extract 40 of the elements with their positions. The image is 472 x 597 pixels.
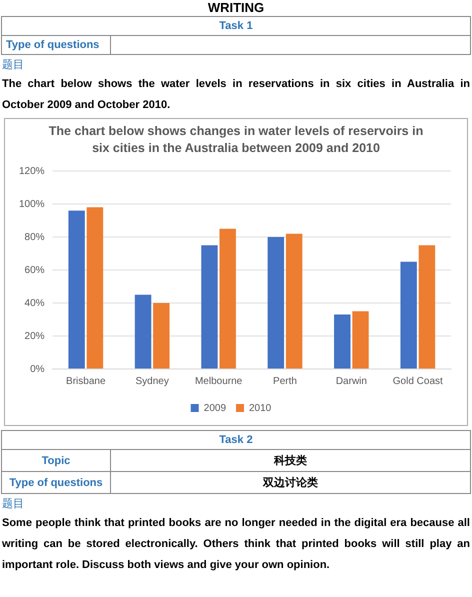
legend-label: 2010 [249, 402, 272, 414]
bar [201, 245, 218, 368]
x-tick-label: Gold Coast [392, 376, 444, 387]
text: 科技类 [110, 450, 470, 472]
text: 题目 [1, 497, 25, 512]
y-tick-label: 0% [30, 364, 45, 375]
bar [86, 207, 104, 368]
bar [134, 294, 152, 368]
text: 双边讨论类 [110, 472, 470, 494]
chart-title: The chart below shows changes in water levels of reservoirs in six cities in the Australia between 2009 and 2010 [48, 123, 424, 157]
x-tick-label: Perth [273, 376, 297, 387]
x-tick-label: Sydney [136, 376, 169, 387]
bar [286, 234, 302, 368]
text: 题目 [1, 58, 25, 73]
text: The chart below shows the water levels in reservations in six cities in Australia in October 2009 and October 2010. [1, 77, 471, 113]
bar [68, 210, 85, 368]
x-tick-label: Brisbane [66, 376, 106, 387]
y-tick-label: 40% [24, 298, 45, 309]
legend-label: 2009 [204, 402, 226, 414]
bar [400, 262, 417, 368]
bar [153, 303, 170, 368]
bar [268, 237, 284, 368]
text: Type of questions [2, 36, 110, 54]
y-tick-label: 120% [19, 166, 45, 177]
text: Type of questions [2, 472, 110, 494]
text: Task 1 [2, 16, 470, 36]
text: Some people think that printed books are no longer needed in the digital era because all writing can be stored electronically. Others think that printed books will still play an important role. Discuss both views and give your own opinion. [1, 516, 471, 573]
text: WRITING [206, 0, 266, 16]
bar [334, 314, 350, 368]
y-tick-label: 100% [19, 198, 45, 210]
x-tick-label: Melbourne [194, 376, 243, 387]
x-tick-label: Darwin [336, 376, 367, 387]
bar [418, 245, 436, 368]
text: Topic [2, 450, 110, 472]
bar [220, 228, 236, 368]
y-tick-label: 60% [24, 264, 45, 276]
text: Task 2 [2, 430, 470, 450]
y-tick-label: 20% [24, 330, 45, 342]
bar [352, 311, 369, 368]
y-tick-label: 80% [24, 232, 45, 243]
